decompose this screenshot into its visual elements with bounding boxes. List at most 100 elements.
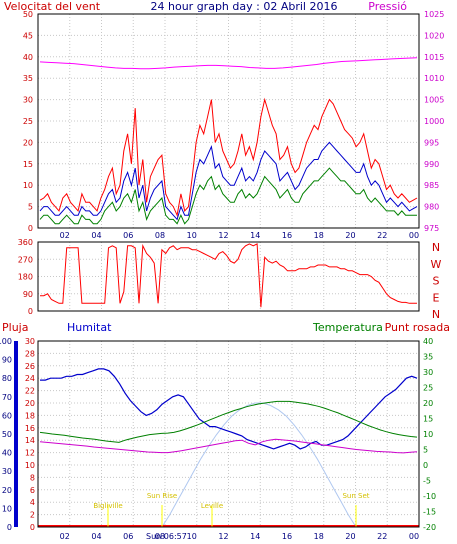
marker-label: Sun Rise	[147, 492, 177, 500]
rain-tick: 8	[30, 473, 35, 482]
rain-tick: 28	[25, 349, 35, 358]
panel1-series-2	[39, 167, 417, 225]
compass-label-n: N	[432, 241, 440, 254]
wind-speed-axis-label: Velocitat del vent	[4, 0, 101, 13]
rain-tick: 12	[25, 449, 35, 458]
temperature-tick: 30	[423, 368, 433, 377]
panel3-x-tick: 10	[187, 532, 197, 541]
panel1-left-tick: 40	[23, 53, 33, 62]
rain-tick: 20	[25, 399, 35, 408]
rain-tick: 18	[25, 411, 35, 420]
panel1-x-tick: 00	[409, 231, 419, 240]
panel1-x-tick: 02	[60, 231, 70, 240]
rain-tick: 24	[25, 374, 35, 383]
panel3-x-tick: 22	[377, 532, 387, 541]
temperature-line	[39, 400, 418, 443]
pressure-axis-label: Pressió	[368, 0, 407, 13]
rain-tick: 14	[25, 436, 35, 445]
panel1-x-tick: 10	[187, 231, 197, 240]
panel2-left-tick: 360	[18, 238, 33, 247]
humidity-axis-bar	[14, 341, 18, 527]
temperature-tick: 40	[423, 337, 433, 346]
panel1-x-tick: 12	[218, 231, 228, 240]
panel2-left-tick: 0	[28, 307, 33, 316]
panel1-right-tick: 995	[424, 138, 439, 147]
panel1-x-tick: 22	[377, 231, 387, 240]
panel3-x-tick: 18	[314, 532, 324, 541]
panel1-x-tick: 08	[155, 231, 165, 240]
rain-tick: 30	[25, 337, 35, 346]
panel3-x-tick: 14	[250, 532, 260, 541]
panel3-x-tick: 02	[60, 532, 70, 541]
humidity-tick: 80	[2, 374, 12, 383]
humidity-line	[40, 368, 418, 450]
panel1-x-tick: 06	[123, 231, 133, 240]
panel3-x-tick: 12	[218, 532, 228, 541]
panel1-right-tick: 975	[424, 224, 439, 233]
panel1-x-tick: 04	[91, 231, 101, 240]
rain-tick: 6	[30, 486, 35, 495]
solar-curve	[161, 402, 357, 528]
humidity-tick: 90	[2, 356, 12, 365]
humidity-tick: 0	[7, 523, 12, 532]
panel1-right-tick: 1020	[424, 31, 444, 40]
panel1-right-tick: 985	[424, 181, 439, 190]
panel1-series-1	[39, 141, 418, 221]
marker-label: Leville	[201, 502, 223, 510]
rain-tick: 10	[25, 461, 35, 470]
humidity-tick: 60	[2, 411, 12, 420]
panel1-frame	[37, 13, 420, 229]
panel1-right-ticks: 975 980 985 990 995 1000 1005 1010 1015 1020 1025	[424, 10, 444, 233]
panel1-left-tick: 50	[23, 10, 33, 19]
rain-tick: 4	[30, 498, 35, 507]
panel3-temperature-ticks: -20 -15 -10 -5 0 5 10 15 20 25 30 35 40	[423, 337, 436, 532]
panel2-left-tick: 180	[18, 273, 33, 282]
rain-tick: 0	[30, 523, 35, 532]
panel2-series	[40, 243, 417, 308]
panel1-pressure-line	[39, 57, 418, 70]
temperature-tick: -5	[423, 477, 431, 486]
temperature-tick: 10	[423, 430, 433, 439]
marker-label: Bigliville	[93, 502, 122, 510]
panel3-x-tick: 20	[345, 532, 355, 541]
rain-tick: 16	[25, 424, 35, 433]
humidity-tick: 100	[0, 337, 12, 346]
panel1-left-tick: 35	[23, 74, 33, 83]
panel1-series-0	[39, 97, 418, 217]
panel3-humidity-ticks: 0 10 20 30 40 50 60 70 80 90 100	[0, 337, 12, 532]
panel1-left-tick: 15	[23, 160, 33, 169]
panel1-left-tick: 45	[23, 31, 33, 40]
temperature-axis-label: Temperatura	[312, 321, 383, 334]
temperature-tick: 15	[423, 415, 433, 424]
panel3-x-tick: 04	[91, 532, 101, 541]
temperature-tick: 25	[423, 384, 433, 393]
panel1-right-tick: 1025	[424, 10, 444, 19]
panel3-x-ticks: 02 04 06 08 10 12 14 16 18 20 22 00	[60, 532, 419, 541]
panel1-x-ticks: 02 04 06 08 10 12 14 16 18 20 22 00	[60, 231, 419, 240]
panel1-left-tick: 5	[28, 203, 33, 212]
temperature-tick: 35	[423, 353, 433, 362]
panel2-left-tick: 90	[23, 290, 33, 299]
humidity-tick: 20	[2, 486, 12, 495]
temperature-tick: -15	[423, 508, 436, 517]
compass-label-n: N	[432, 308, 440, 321]
panel3-markers: Bigliville Sun Rise Leville Sun Set Sun 06:5…	[93, 492, 369, 541]
dew-point-axis-label: Punt rosada	[385, 321, 450, 334]
rain-tick: 22	[25, 387, 35, 396]
humidity-tick: 70	[2, 393, 12, 402]
humidity-axis-label: Humitat	[67, 321, 112, 334]
rain-axis-label: Pluja	[2, 321, 28, 334]
panel1-right-tick: 1005	[424, 96, 444, 105]
panel1-x-tick: 18	[314, 231, 324, 240]
panel1-x-tick: 14	[250, 231, 260, 240]
panel3-x-tick: 06	[123, 532, 133, 541]
panel1-right-tick: 1015	[424, 53, 444, 62]
panel3-frame	[37, 340, 420, 528]
panel2-left-ticks: 0 90 180 270 360	[18, 238, 33, 316]
panel1-left-ticks: 0 5 10 15 20 25 30 35 40 45 50	[23, 10, 33, 233]
panel1-right-tick: 990	[424, 160, 439, 169]
